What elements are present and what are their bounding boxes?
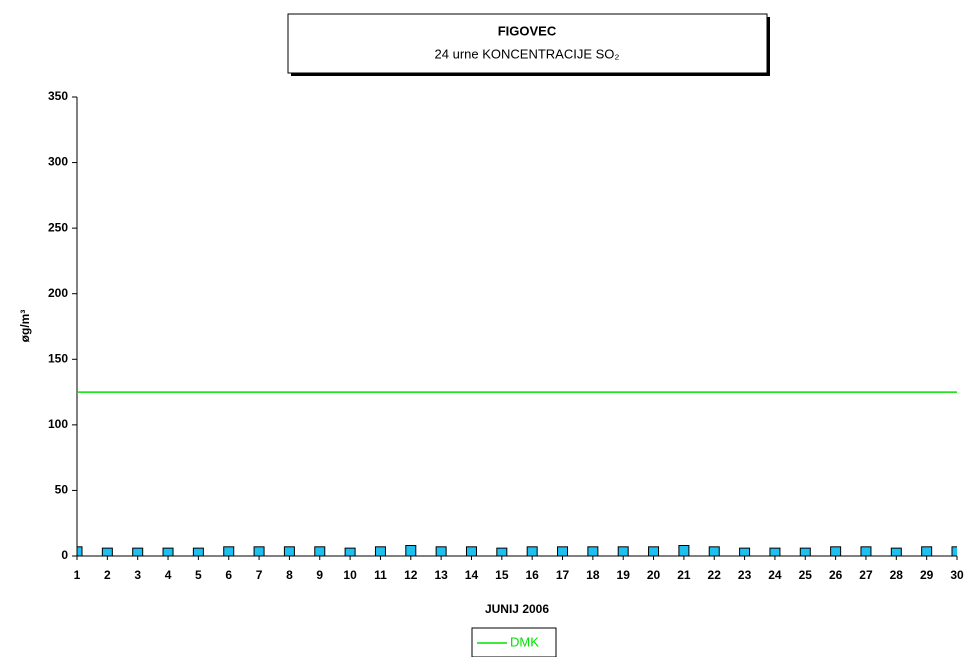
bar [557, 546, 569, 556]
x-tick-label: 19 [617, 568, 631, 582]
x-tick-label: 2 [104, 568, 111, 582]
bar [951, 546, 957, 556]
bar [132, 547, 144, 556]
x-tick-label: 24 [768, 568, 782, 582]
x-tick-label: 20 [647, 568, 661, 582]
y-tick-label: 0 [61, 548, 68, 562]
x-tick-label: 13 [434, 568, 448, 582]
legend-label: DMK [510, 634, 539, 649]
x-tick-label: 23 [738, 568, 752, 582]
x-tick-label: 18 [586, 568, 600, 582]
bar [769, 547, 781, 556]
x-tick-label: 16 [525, 568, 539, 582]
bar [496, 547, 508, 556]
x-tick-label: 27 [859, 568, 873, 582]
bar [587, 546, 599, 556]
bar [435, 546, 447, 556]
bar [101, 547, 113, 556]
x-tick-label: 12 [404, 568, 418, 582]
bar [526, 546, 538, 556]
y-tick-label: 100 [48, 417, 68, 431]
x-tick-label: 7 [256, 568, 263, 582]
bar [648, 546, 660, 556]
bar [860, 546, 872, 556]
bar [708, 546, 720, 556]
y-tick-label: 200 [48, 286, 68, 300]
bar [374, 546, 386, 556]
y-tick-label: 350 [48, 89, 68, 103]
x-tick-label: 1 [74, 568, 81, 582]
x-tick-label: 17 [556, 568, 570, 582]
x-tick-label: 9 [316, 568, 323, 582]
x-tick-label: 6 [225, 568, 232, 582]
bar [405, 545, 417, 556]
y-axis-label: øg/m³ [18, 310, 32, 343]
bar [739, 547, 751, 556]
x-tick-label: 28 [890, 568, 904, 582]
x-tick-label: 29 [920, 568, 934, 582]
chart-subtitle: 24 urne KONCENTRACIJE SO₂ [435, 46, 620, 61]
bar [344, 547, 356, 556]
x-tick-label: 11 [374, 568, 387, 582]
y-tick-label: 150 [48, 351, 68, 365]
bar [465, 546, 477, 556]
y-tick-label: 50 [55, 483, 69, 497]
x-tick-label: 5 [195, 568, 202, 582]
bar [283, 546, 295, 556]
x-tick-label: 25 [799, 568, 813, 582]
bar [77, 546, 83, 556]
bar [192, 547, 204, 556]
x-tick-label: 30 [950, 568, 964, 582]
chart-title: FIGOVEC [498, 23, 557, 38]
bar [830, 546, 842, 556]
y-tick-label: 250 [48, 220, 68, 234]
x-tick-label: 4 [165, 568, 172, 582]
bar [223, 546, 235, 556]
bar [162, 547, 174, 556]
x-tick-label: 10 [343, 568, 357, 582]
x-tick-label: 15 [495, 568, 509, 582]
bar [890, 547, 902, 556]
plot-area [77, 545, 957, 556]
x-tick-label: 21 [677, 568, 691, 582]
bar [314, 546, 326, 556]
y-tick-label: 300 [48, 155, 68, 169]
bar [678, 545, 690, 556]
bar [799, 547, 811, 556]
title-box [287, 13, 768, 74]
x-tick-label: 22 [708, 568, 722, 582]
bar [253, 546, 265, 556]
x-axis-label: JUNIJ 2006 [485, 602, 549, 616]
x-tick-label: 3 [134, 568, 141, 582]
x-tick-label: 26 [829, 568, 843, 582]
x-tick-label: 8 [286, 568, 293, 582]
x-tick-label: 14 [465, 568, 479, 582]
bar [617, 546, 629, 556]
bar [921, 546, 933, 556]
